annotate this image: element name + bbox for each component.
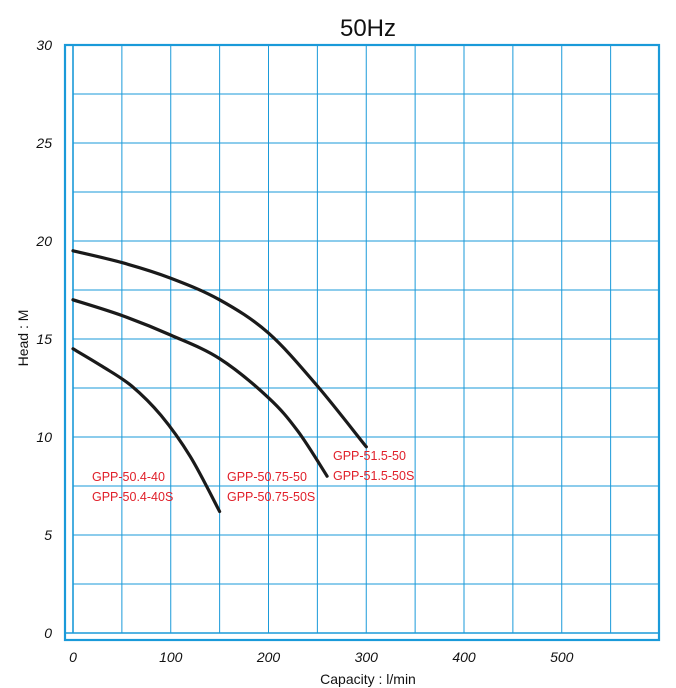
y-axis-label: Head : M — [15, 310, 31, 367]
y-tick-label: 20 — [35, 233, 52, 249]
pump-curve — [71, 298, 329, 478]
y-tick-label: 5 — [44, 527, 52, 543]
curve-label: GPP-50.75-50 — [227, 470, 307, 484]
curve-label: GPP-50.4-40 — [92, 470, 165, 484]
curve-label: GPP-50.75-50S — [227, 490, 315, 504]
y-tick-label: 0 — [44, 625, 52, 641]
grid — [63, 43, 661, 642]
y-tick-label: 15 — [36, 331, 52, 347]
pump-curve — [71, 347, 222, 514]
x-tick-label: 500 — [550, 649, 574, 665]
x-axis-label: Capacity : l/min — [320, 671, 416, 687]
x-tick-label: 300 — [355, 649, 379, 665]
performance-curves — [71, 249, 368, 514]
y-tick-labels: 0 5 10 15 20 25 30 — [35, 37, 52, 641]
y-tick-label: 10 — [36, 429, 52, 445]
curve-label: GPP-51.5-50 — [333, 449, 406, 463]
y-tick-label: 25 — [35, 135, 52, 151]
curve-label: GPP-51.5-50S — [333, 469, 414, 483]
pump-curve — [71, 249, 368, 449]
curve-labels: GPP-51.5-50 GPP-51.5-50S GPP-50.75-50 GPP-5… — [92, 449, 414, 504]
x-tick-label: 200 — [256, 649, 281, 665]
x-tick-label: 0 — [69, 649, 77, 665]
plot-frame — [63, 43, 661, 642]
curve-label: GPP-50.4-40S — [92, 490, 173, 504]
x-tick-label: 100 — [159, 649, 183, 665]
x-tick-labels: 0 100 200 300 400 500 — [69, 649, 574, 665]
x-tick-label: 400 — [452, 649, 476, 665]
y-tick-label: 30 — [36, 37, 52, 53]
chart-title: 50Hz — [340, 15, 396, 42]
